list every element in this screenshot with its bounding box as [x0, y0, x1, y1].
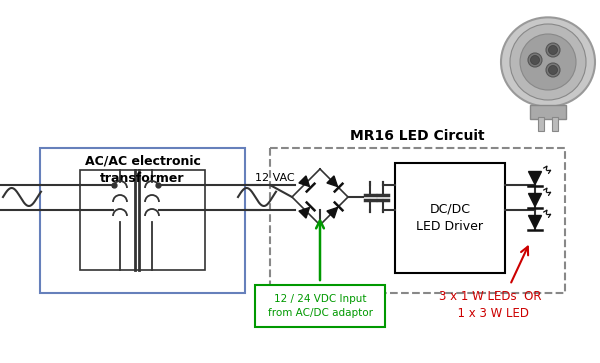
Bar [395, 163, 505, 273]
Circle shape [530, 56, 539, 65]
Polygon shape [327, 208, 338, 218]
Bar [538, 117, 544, 131]
Polygon shape [529, 171, 542, 184]
Bar [270, 148, 565, 293]
Circle shape [520, 34, 576, 90]
Circle shape [528, 53, 542, 67]
Polygon shape [299, 176, 310, 187]
Bar [552, 117, 558, 131]
Bar [530, 105, 566, 119]
Ellipse shape [501, 17, 595, 107]
Text: AC/AC electronic
transformer: AC/AC electronic transformer [85, 155, 200, 185]
Bar [40, 148, 245, 293]
Circle shape [510, 24, 586, 100]
Circle shape [548, 45, 557, 54]
Text: 3 x 1 W LEDs  OR
  1 x 3 W LED: 3 x 1 W LEDs OR 1 x 3 W LED [439, 290, 541, 320]
Bar [80, 170, 205, 270]
Text: MR16 LED Circuit: MR16 LED Circuit [350, 129, 485, 143]
Text: 12 / 24 VDC Input
from AC/DC adaptor: 12 / 24 VDC Input from AC/DC adaptor [268, 294, 373, 318]
Circle shape [546, 43, 560, 57]
Polygon shape [299, 208, 310, 218]
Bar [255, 285, 385, 327]
Circle shape [546, 63, 560, 77]
Text: 12 VAC: 12 VAC [255, 173, 295, 183]
Polygon shape [529, 216, 542, 228]
Circle shape [548, 65, 557, 74]
Polygon shape [529, 193, 542, 207]
Text: DC/DC
LED Driver: DC/DC LED Driver [416, 203, 484, 233]
Polygon shape [327, 176, 338, 187]
